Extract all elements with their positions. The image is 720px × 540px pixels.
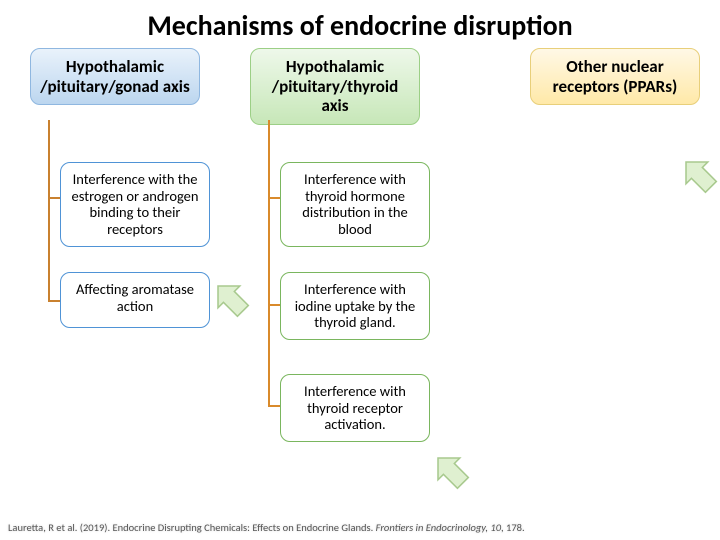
child-box-gonad-1: Affecting aromatase action [60, 272, 210, 328]
citation-journal: Frontiers in Endocrinology, 10 [376, 521, 501, 534]
branch-thyroid-2 [268, 405, 280, 407]
column-header-gonad: Hypothalamic /pituitary/gonad axis [30, 48, 200, 105]
branch-gonad-0 [48, 197, 60, 199]
child-box-thyroid-1: Interference with iodine uptake by the t… [280, 272, 430, 340]
branch-gonad-1 [48, 300, 60, 302]
child-box-thyroid-0: Interference with thyroid hormone distri… [280, 162, 430, 247]
page-title: Mechanisms of endocrine disruption [0, 0, 720, 47]
trunk-gonad [48, 120, 50, 300]
column-header-ppar: Other nuclear receptors (PPARs) [530, 48, 700, 105]
branch-thyroid-1 [268, 304, 280, 306]
branch-thyroid-0 [268, 197, 280, 199]
child-box-thyroid-2: Interference with thyroid receptor activ… [280, 374, 430, 442]
trunk-thyroid [268, 120, 270, 405]
column-header-thyroid: Hypothalamic /pituitary/thyroid axis [250, 48, 420, 125]
diagram-canvas: Hypothalamic /pituitary/gonad axis Interf… [0, 48, 720, 518]
citation-suffix: , 178. [501, 521, 525, 534]
citation: Lauretta, R et al. (2019). Endocrine Dis… [8, 521, 525, 534]
child-box-gonad-0: Interference with the estrogen or androg… [60, 162, 210, 247]
citation-prefix: Lauretta, R et al. (2019). Endocrine Dis… [8, 521, 376, 534]
